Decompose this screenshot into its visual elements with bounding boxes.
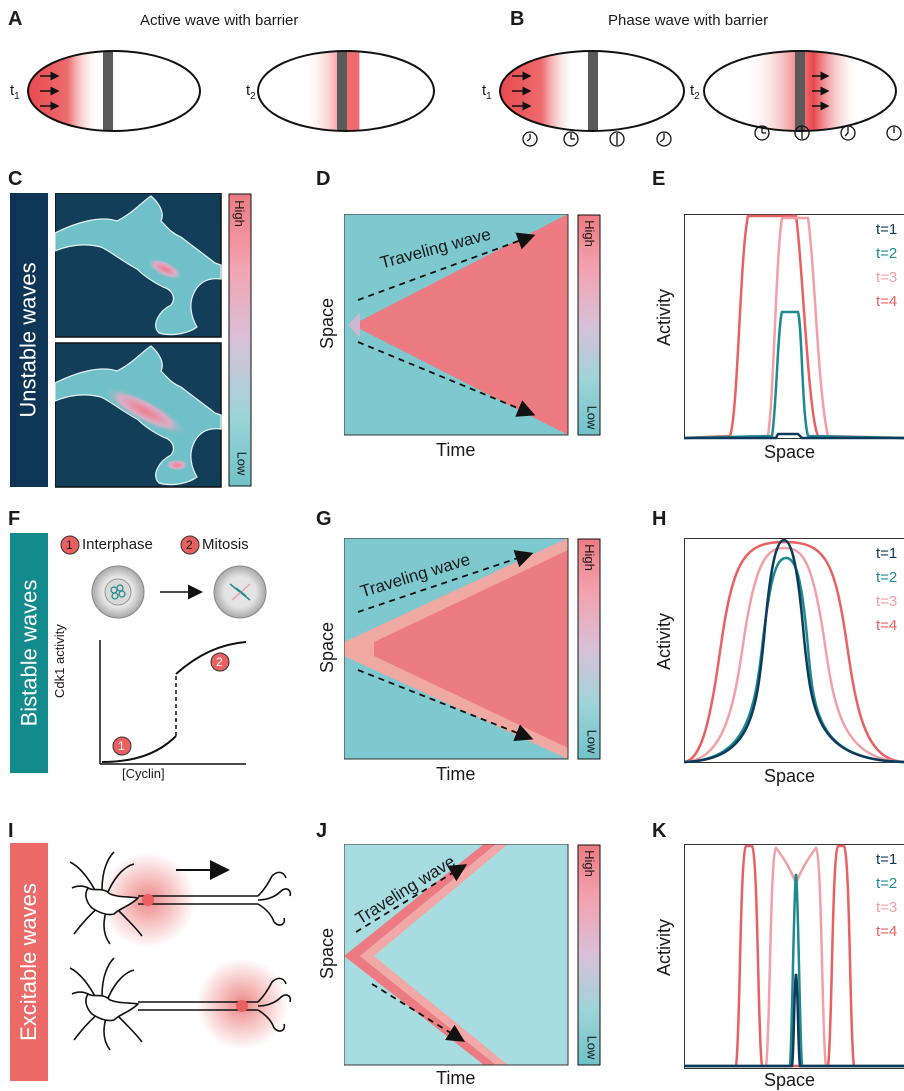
row-label-unstable: Unstable waves	[16, 262, 41, 418]
colorbar-d	[577, 214, 601, 436]
a-t2-label: t2	[246, 82, 256, 102]
k-curve-t2	[684, 873, 904, 1068]
row-band-unstable: Unstable waves	[10, 193, 48, 487]
a-t1-label: t1	[10, 82, 20, 102]
legend-e: t=1 t=2 t=3 t=4	[876, 218, 897, 314]
cb-g-high: High	[581, 544, 597, 571]
h-curve-t3	[684, 546, 904, 764]
e-curve-t1	[684, 432, 904, 440]
k-xlabel: Space	[764, 1070, 816, 1090]
panel-b-letter: B	[510, 8, 525, 30]
neuron-diagram	[69, 851, 292, 1051]
h-curve-t1	[684, 538, 904, 764]
g-xlabel: Time	[436, 764, 476, 784]
embryo-a-t2	[257, 50, 435, 132]
legend-e-t2: t=2	[876, 245, 898, 262]
row-label-bistable: Bistable waves	[16, 579, 41, 727]
e-curve-t2	[684, 310, 904, 440]
panel-a-title: Active wave with barrier	[140, 12, 299, 29]
e-xlabel: Space	[764, 442, 816, 462]
h-curve-t2	[684, 556, 904, 764]
cb-d-low: Low	[584, 405, 600, 430]
legend-k-t1: t=1	[876, 851, 898, 868]
panel-c-letter: C	[8, 168, 23, 190]
clock-icons-b-t2	[754, 125, 902, 141]
panel-h-letter: H	[652, 508, 667, 530]
cell-cycle-diagram	[60, 535, 267, 765]
cb-c-low: Low	[234, 451, 250, 476]
k-curve-t1	[684, 973, 904, 1068]
legend-h-t3: t=3	[876, 593, 898, 610]
legend-k-t3: t=3	[876, 899, 898, 916]
cb-g-low: Low	[584, 729, 600, 754]
legend-k: t=1 t=2 t=3 t=4	[876, 848, 897, 944]
k-curve-t4	[684, 844, 904, 1068]
e-ylabel: Activity	[654, 288, 675, 347]
g-ylabel: Space	[317, 621, 338, 674]
f-marker1: 1	[118, 739, 125, 753]
heatmap-j	[344, 844, 569, 1066]
panel-d-letter: D	[316, 168, 331, 190]
panel-g-letter: G	[316, 508, 332, 530]
legend-h: t=1 t=2 t=3 t=4	[876, 542, 897, 638]
d-ylabel: Space	[317, 297, 338, 350]
embryo-a-t1	[27, 50, 201, 132]
cb-j-high: High	[581, 850, 597, 877]
j-xlabel: Time	[436, 1068, 476, 1088]
map-panels	[55, 193, 222, 488]
panel-k-letter: K	[652, 820, 667, 842]
f-marker2: 2	[216, 655, 223, 669]
j-ylabel: Space	[317, 927, 338, 980]
panel-i-letter: I	[8, 820, 14, 842]
cb-c-high: High	[231, 200, 247, 227]
row-band-bistable: Bistable waves	[10, 533, 48, 773]
d-xlabel: Time	[436, 440, 476, 460]
panel-f-letter: F	[8, 508, 21, 530]
legend-e-t3: t=3	[876, 269, 898, 286]
legend-h-t2: t=2	[876, 569, 898, 586]
embryo-b-t2	[703, 50, 897, 132]
clock-icons-b-t1	[522, 131, 672, 147]
row-band-excitable: Excitable waves	[10, 843, 48, 1081]
chart-h	[684, 538, 904, 764]
legend-k-t4: t=4	[876, 923, 898, 940]
heatmap-d	[344, 214, 569, 436]
b-t2-label: t2	[690, 82, 700, 102]
h-curve-t4	[684, 540, 904, 764]
row-label-excitable: Excitable waves	[16, 883, 41, 1041]
chart-e	[684, 214, 904, 440]
panel-b-title: Phase wave with barrier	[608, 12, 769, 29]
h-ylabel: Activity	[654, 612, 675, 671]
panel-a-letter: A	[8, 8, 23, 30]
chart-k	[684, 844, 904, 1069]
e-curve-t4	[684, 214, 904, 440]
f-ylabel: Cdk1 activity	[52, 624, 67, 698]
colorbar-j	[577, 844, 601, 1066]
embryo-b-t1	[499, 50, 685, 132]
legend-e-t4: t=4	[876, 293, 898, 310]
f-mitosis-label: Mitosis	[202, 536, 249, 553]
f-num2: 2	[186, 538, 193, 552]
heatmap-g	[344, 538, 569, 760]
panel-j-letter: J	[316, 820, 328, 842]
legend-e-t1: t=1	[876, 221, 898, 238]
h-xlabel: Space	[764, 766, 816, 786]
map-top-land	[55, 195, 222, 336]
b-t1-label: t1	[482, 82, 492, 102]
cb-d-high: High	[581, 220, 597, 247]
legend-h-t4: t=4	[876, 617, 898, 634]
panel-e-letter: E	[652, 168, 666, 190]
colorbar-g	[577, 538, 601, 760]
legend-h-t1: t=1	[876, 545, 898, 562]
cb-j-low: Low	[584, 1035, 600, 1060]
legend-k-t2: t=2	[876, 875, 898, 892]
e-curve-t3	[684, 216, 904, 440]
f-interphase-label: Interphase	[82, 536, 153, 553]
f-xlabel: [Cyclin]	[122, 766, 165, 781]
colorbar-c	[228, 193, 252, 487]
f-num1: 1	[66, 538, 73, 552]
k-ylabel: Activity	[654, 918, 675, 977]
embryo-diagrams	[27, 50, 902, 147]
